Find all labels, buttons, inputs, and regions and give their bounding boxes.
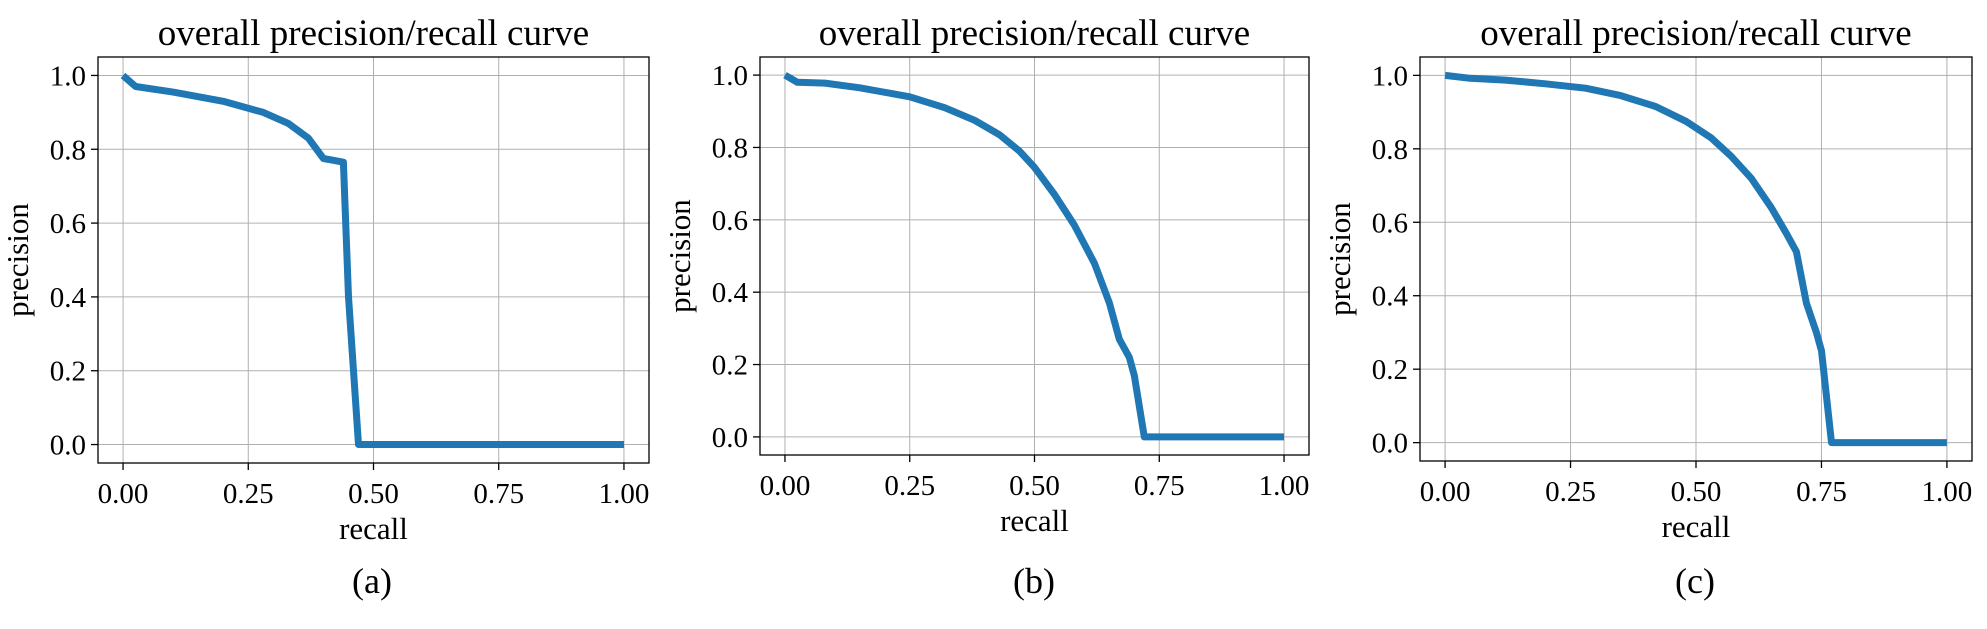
x-tick-label-c-0: 0.00	[1420, 476, 1471, 508]
y-axis-label-a: precision	[0, 203, 35, 317]
x-tick-label-c-1: 0.25	[1545, 476, 1596, 508]
y-tick-label-a-4: 0.8	[50, 134, 86, 166]
x-tick-label-a-3: 0.75	[473, 478, 524, 510]
series-line-c	[1444, 71, 1947, 447]
x-axis-label-b: recall	[1000, 503, 1069, 538]
y-tick-label-c-4: 0.8	[1372, 134, 1408, 166]
y-tick-label-c-0: 0.0	[1372, 428, 1408, 460]
caption-c: (c)	[1675, 561, 1715, 601]
y-tick-label-c-1: 0.2	[1372, 354, 1408, 386]
x-tick-label-a-0: 0.00	[98, 478, 149, 510]
x-tick-label-c-3: 0.75	[1796, 476, 1847, 508]
chart-panel-b: 0.00 0.25 0.50 0.75 1.00 0.0 0.2 0.4 0.6 0.8 1.0 ov…	[662, 13, 1310, 538]
chart-panel-c: 0.00 0.25 0.50 0.75 1.00 0.0 0.2 0.4 0.6 0.8 1.0 ov…	[1322, 13, 1973, 544]
y-tick-label-b-3: 0.6	[712, 205, 748, 237]
x-tick-label-c-2: 0.50	[1671, 476, 1722, 508]
y-tick-label-b-2: 0.4	[712, 277, 749, 309]
x-axis-label-c: recall	[1662, 509, 1731, 544]
x-tick-label-b-2: 0.50	[1009, 470, 1060, 502]
y-tick-label-b-0: 0.0	[712, 422, 748, 454]
x-tick-label-b-4: 1.00	[1259, 470, 1310, 502]
y-axis-label-b: precision	[662, 199, 697, 313]
chart-title-b: overall precision/recall curve	[819, 13, 1250, 54]
series-line-a	[120, 72, 624, 448]
x-tick-label-a-2: 0.50	[348, 478, 399, 510]
chart-title-c: overall precision/recall curve	[1480, 13, 1911, 54]
chart-title-a: overall precision/recall curve	[158, 13, 589, 54]
caption-a: (a)	[352, 561, 392, 601]
chart-panel-a: 0.00 0.25 0.50 0.75 1.00 0.0 0.2 0.4 0.6 0.8 1.0 ov…	[0, 13, 650, 546]
y-tick-label-b-1: 0.2	[712, 350, 748, 382]
x-tick-label-b-1: 0.25	[884, 470, 935, 502]
x-tick-label-b-3: 0.75	[1134, 470, 1185, 502]
y-tick-label-a-3: 0.6	[50, 208, 86, 240]
y-tick-label-b-4: 0.8	[712, 132, 748, 164]
y-tick-label-a-5: 1.0	[50, 60, 86, 92]
y-axis-label-c: precision	[1322, 202, 1357, 316]
x-tick-label-c-4: 1.00	[1922, 476, 1973, 508]
y-tick-label-a-0: 0.0	[50, 430, 86, 462]
y-tick-label-c-3: 0.6	[1372, 207, 1408, 239]
x-tick-label-a-1: 0.25	[223, 478, 274, 510]
x-tick-label-a-4: 1.00	[599, 478, 650, 510]
y-tick-label-c-2: 0.4	[1372, 281, 1409, 313]
y-tick-label-a-1: 0.2	[50, 356, 86, 388]
caption-b: (b)	[1013, 561, 1055, 601]
series-line-b	[783, 72, 1284, 441]
y-tick-label-c-5: 1.0	[1372, 60, 1408, 92]
y-tick-label-a-2: 0.4	[50, 282, 87, 314]
x-tick-label-b-0: 0.00	[760, 470, 811, 502]
y-tick-label-b-5: 1.0	[712, 60, 748, 92]
x-axis-label-a: recall	[339, 511, 408, 546]
